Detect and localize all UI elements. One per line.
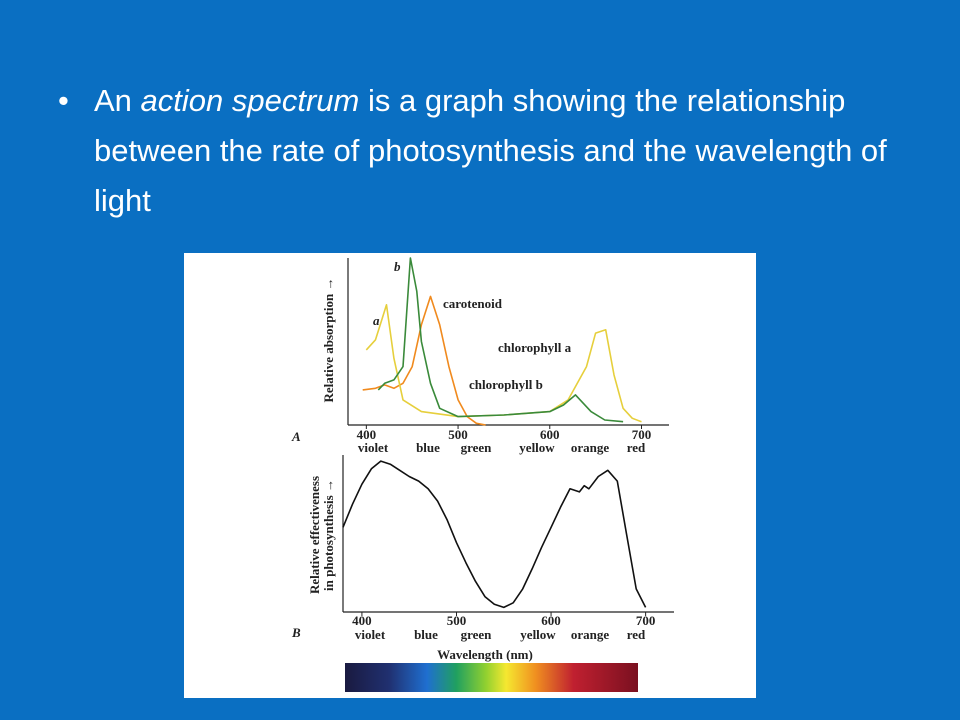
y-axis-label: Relative effectiveness (307, 476, 322, 594)
x-tick-label: 700 (632, 427, 652, 442)
text: An (94, 83, 141, 118)
band-label: violet (358, 440, 389, 455)
figure-background (184, 253, 756, 698)
x-tick-label: 400 (357, 427, 377, 442)
x-tick-label: 600 (540, 427, 560, 442)
spectrum-bar (345, 663, 638, 692)
band-label: orange (571, 627, 610, 642)
band-label: blue (416, 440, 440, 455)
panel-label: A (291, 429, 301, 444)
panel-label: B (291, 625, 301, 640)
series-label: chlorophyll a (498, 340, 572, 355)
band-label: green (461, 440, 493, 455)
bullet-text: An action spectrum is a graph showing th… (58, 76, 924, 226)
emphasis: action spectrum (140, 83, 360, 118)
band-label: red (627, 627, 646, 642)
y-axis-label: in photosynthesis → (321, 479, 336, 591)
y-axis-label: Relative absorption → (321, 278, 336, 403)
x-tick-label: 500 (448, 427, 468, 442)
band-label: red (627, 440, 646, 455)
x-axis-label: Wavelength (nm) (437, 647, 533, 662)
series-line (362, 295, 486, 426)
series-label: carotenoid (443, 296, 503, 311)
series-label: chlorophyll b (469, 377, 543, 392)
x-tick-label: 500 (447, 613, 467, 628)
series-line (342, 460, 647, 609)
band-label: blue (414, 627, 438, 642)
x-tick-label: 400 (352, 613, 372, 628)
band-label: violet (355, 627, 386, 642)
band-label: orange (571, 440, 610, 455)
band-label: yellow (520, 627, 556, 642)
series-line (377, 257, 624, 423)
x-tick-label: 700 (636, 613, 656, 628)
x-tick-label: 600 (541, 613, 561, 628)
band-label: green (461, 627, 493, 642)
band-label: yellow (519, 440, 555, 455)
annotation: b (394, 259, 401, 274)
text: is a graph showing the relationship betw… (94, 83, 887, 218)
annotation: a (373, 313, 380, 328)
